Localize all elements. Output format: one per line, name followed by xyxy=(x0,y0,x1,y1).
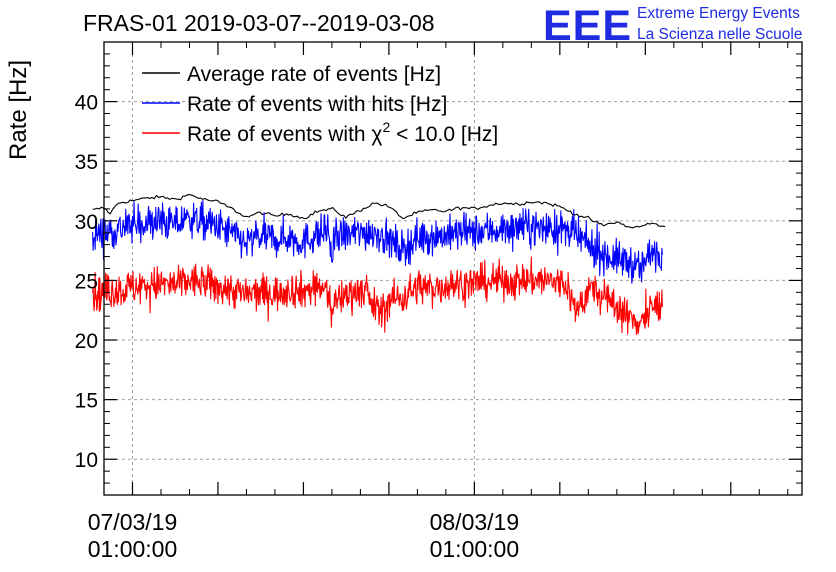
y-tick-label: 35 xyxy=(75,151,98,174)
legend: Average rate of events [Hz] Rate of even… xyxy=(142,63,498,146)
series-lines xyxy=(92,194,666,336)
logo-mark: EEE xyxy=(543,2,632,50)
y-tick-label: 30 xyxy=(75,211,98,234)
logo-line2: La Scienza nelle Scuole xyxy=(637,26,802,43)
legend-label-chi2: Rate of events with χ2 < 10.0 [Hz] xyxy=(187,119,498,146)
logo-line1: Extreme Energy Events xyxy=(637,5,800,22)
y-tick-label: 25 xyxy=(75,270,98,293)
y-tick-labels: 10 15 20 25 30 35 40 xyxy=(75,92,98,473)
legend-label-average: Average rate of events [Hz] xyxy=(187,63,441,86)
x-tick-time: 01:00:00 xyxy=(430,536,520,562)
legend-label-hits: Rate of events with hits [Hz] xyxy=(187,93,447,116)
x-tick-date: 08/03/19 xyxy=(430,509,520,535)
y-axis-label: Rate [Hz] xyxy=(5,60,32,160)
series-line-2 xyxy=(92,256,663,336)
chart-title: FRAS-01 2019-03-07--2019-03-08 xyxy=(83,10,435,36)
x-tick-date: 07/03/19 xyxy=(88,509,178,535)
y-tick-label: 15 xyxy=(75,390,98,413)
series-line-0 xyxy=(92,194,666,229)
plot-frame xyxy=(103,41,803,496)
y-tick-label: 40 xyxy=(75,92,98,115)
y-tick-label: 10 xyxy=(75,449,98,472)
y-tick-label: 20 xyxy=(75,330,98,353)
x-tick-time: 01:00:00 xyxy=(88,536,178,562)
series-line-1 xyxy=(92,199,663,284)
axis-ticks xyxy=(103,42,802,496)
eee-logo: EEE Extreme Energy Events La Scienza nel… xyxy=(543,2,802,50)
